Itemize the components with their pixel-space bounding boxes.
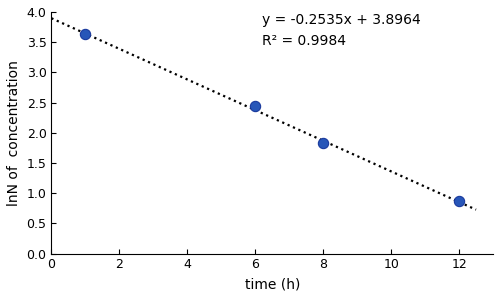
Y-axis label: lnN of  concentration: lnN of concentration [7, 60, 21, 206]
Point [82, 32, 90, 36]
Point [319, 141, 327, 145]
Point [251, 103, 259, 108]
Text: y = -0.2535x + 3.8964
R² = 0.9984: y = -0.2535x + 3.8964 R² = 0.9984 [262, 13, 421, 48]
Point [455, 199, 463, 204]
X-axis label: time (h): time (h) [244, 277, 300, 291]
